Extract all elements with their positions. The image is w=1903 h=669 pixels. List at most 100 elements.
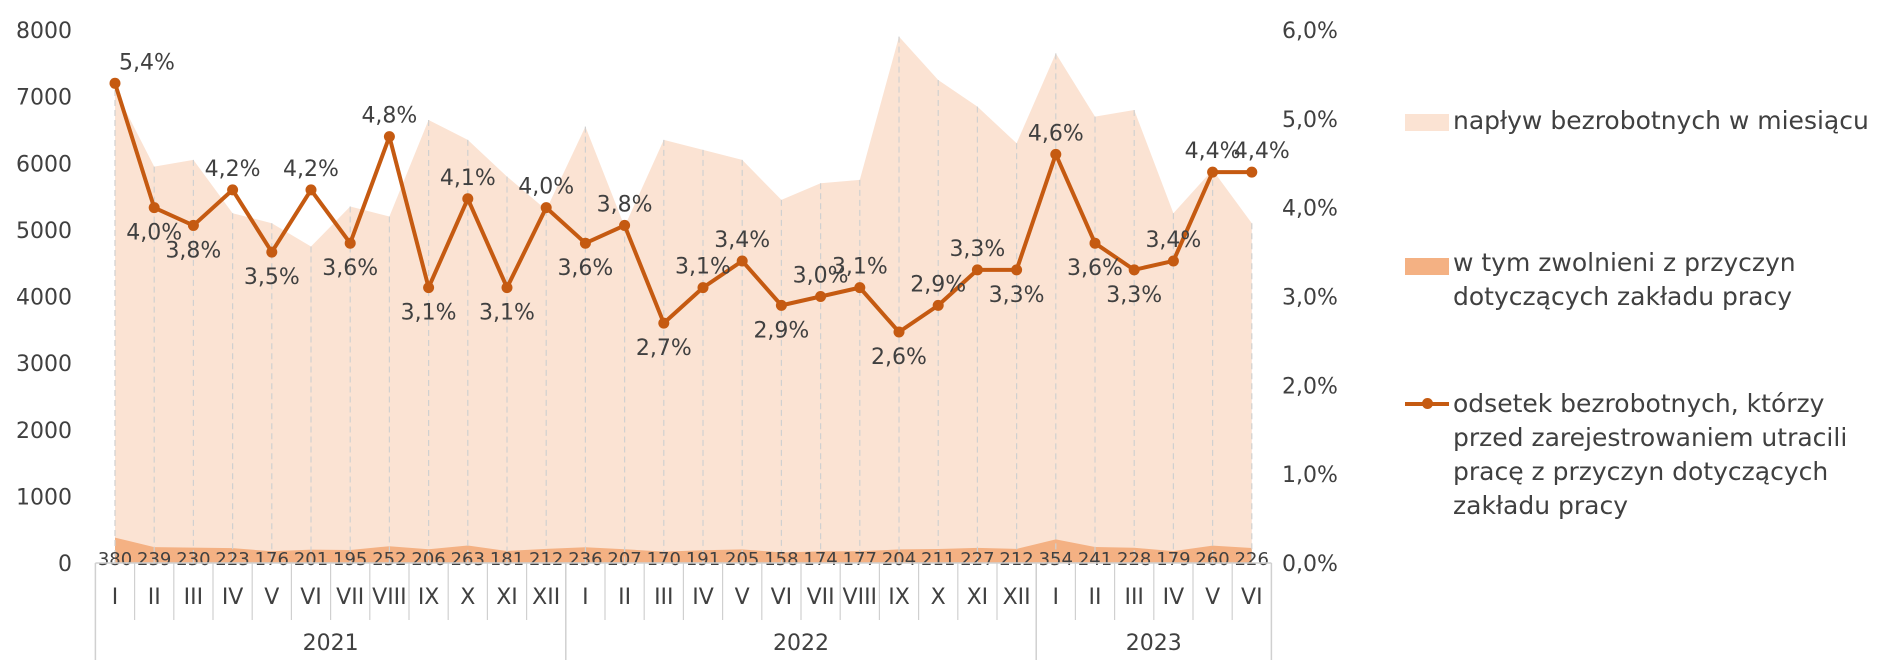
share-point — [1207, 166, 1219, 178]
share-label: 2,9% — [753, 318, 809, 343]
share-label: 2,7% — [636, 336, 692, 361]
right-axis-tick: 3,0% — [1282, 286, 1338, 311]
x-axis-category-label: I — [112, 585, 119, 610]
share-point — [540, 202, 552, 214]
layoff-label: 239 — [137, 549, 171, 570]
layoff-label: 170 — [647, 549, 681, 570]
share-label: 3,1% — [479, 301, 535, 326]
layoff-label: 226 — [1235, 549, 1269, 570]
x-axis-category-label: II — [618, 585, 631, 610]
x-axis-category-label: V — [735, 585, 750, 610]
layoff-label: 177 — [843, 549, 877, 570]
x-axis-category-label: VI — [771, 585, 793, 610]
left-axis-tick: 6000 — [16, 152, 72, 177]
share-label: 3,3% — [949, 237, 1005, 262]
legend-label-inflow: napływ bezrobotnych w miesiącu — [1453, 106, 1869, 135]
x-axis-category-label: IV — [222, 585, 244, 610]
share-label: 3,6% — [1067, 256, 1123, 281]
x-axis-category-label: III — [184, 585, 203, 610]
share-label: 2,6% — [871, 345, 927, 370]
x-axis-category-label: X — [460, 585, 475, 610]
share-label: 4,6% — [1028, 121, 1084, 146]
layoff-label: 260 — [1195, 549, 1229, 570]
share-point — [344, 237, 356, 249]
share-point — [893, 326, 905, 338]
share-label: 3,3% — [1106, 283, 1162, 308]
share-point — [932, 299, 944, 311]
drop-lines — [114, 36, 1253, 563]
share-label: 5,4% — [119, 50, 175, 75]
left-axis-tick: 0 — [58, 552, 72, 577]
share-label: 3,1% — [832, 255, 888, 280]
share-label: 3,3% — [989, 283, 1045, 308]
x-axis-category-label: XII — [1003, 585, 1031, 610]
x-axis-category-label: XII — [532, 585, 560, 610]
share-label: 4,0% — [518, 175, 574, 200]
layoff-label: 181 — [490, 549, 524, 570]
share-point — [971, 264, 983, 276]
legend-swatch-inflow — [1405, 114, 1449, 131]
share-point — [1246, 166, 1258, 178]
share-line — [113, 82, 1252, 335]
x-axis-category-label: VII — [336, 585, 364, 610]
x-axis-category-label: VIII — [372, 585, 407, 610]
layoff-label: 212 — [529, 549, 563, 570]
legend-marker-share — [1422, 398, 1433, 409]
share-label: 4,2% — [205, 157, 261, 182]
share-label: 4,4% — [1234, 139, 1290, 164]
x-axis-category-label: VII — [807, 585, 835, 610]
share-point — [1011, 264, 1023, 276]
x-axis-year-label: 2021 — [303, 631, 359, 656]
share-point — [187, 219, 199, 231]
layoff-label: 176 — [255, 549, 289, 570]
layoff-label: 227 — [960, 549, 994, 570]
share-label: 4,8% — [361, 104, 417, 129]
share-data-labels: 5,4%4,0%3,8%4,2%3,5%4,2%3,6%4,8%3,1%4,1%… — [119, 50, 1290, 370]
share-point — [1128, 264, 1140, 276]
layoff-label: 354 — [1039, 549, 1073, 570]
share-point — [462, 193, 474, 205]
x-axis-category-label: III — [1124, 585, 1143, 610]
layoff-label: 211 — [921, 549, 955, 570]
share-point — [1050, 148, 1062, 160]
share-point — [305, 184, 317, 196]
x-axis-category-label: IX — [418, 585, 440, 610]
share-point — [227, 184, 239, 196]
x-axis-category-label: IV — [692, 585, 714, 610]
x-axis-category-label: XI — [967, 585, 989, 610]
share-label: 4,4% — [1185, 139, 1241, 164]
share-label: 2,9% — [910, 272, 966, 297]
layoff-label: 223 — [215, 549, 249, 570]
layoff-label: 158 — [764, 549, 798, 570]
share-label: 4,0% — [126, 221, 182, 246]
share-point — [658, 317, 670, 329]
left-axis-tick: 8000 — [16, 19, 72, 44]
right-axis-tick: 5,0% — [1282, 108, 1338, 133]
share-point — [383, 131, 395, 143]
x-axis-category-label: VIII — [843, 585, 878, 610]
layoff-area — [115, 537, 1252, 563]
share-label: 3,4% — [714, 228, 770, 253]
x-axis-category-label: II — [1089, 585, 1102, 610]
right-axis-tick: 1,0% — [1282, 463, 1338, 488]
layoff-label: 174 — [803, 549, 837, 570]
layoff-label: 228 — [1117, 549, 1151, 570]
x-axis-category-label: VI — [300, 585, 322, 610]
right-axis-tick: 2,0% — [1282, 374, 1338, 399]
share-label: 3,1% — [675, 255, 731, 280]
layoff-label: 195 — [333, 549, 367, 570]
layoff-label: 252 — [372, 549, 406, 570]
layoff-label: 263 — [451, 549, 485, 570]
x-axis-category-label: V — [264, 585, 279, 610]
left-axis: 0 1000 2000 3000 4000 5000 6000 7000 8000 — [16, 19, 72, 577]
share-label: 4,1% — [440, 166, 496, 191]
share-point — [423, 282, 435, 294]
left-axis-tick: 2000 — [16, 419, 72, 444]
share-point — [109, 77, 121, 89]
share-point — [501, 282, 513, 294]
right-axis-tick: 6,0% — [1282, 19, 1338, 44]
layoff-label: 241 — [1078, 549, 1112, 570]
x-axis-category-label: I — [1053, 585, 1060, 610]
share-label: 3,0% — [793, 264, 849, 289]
